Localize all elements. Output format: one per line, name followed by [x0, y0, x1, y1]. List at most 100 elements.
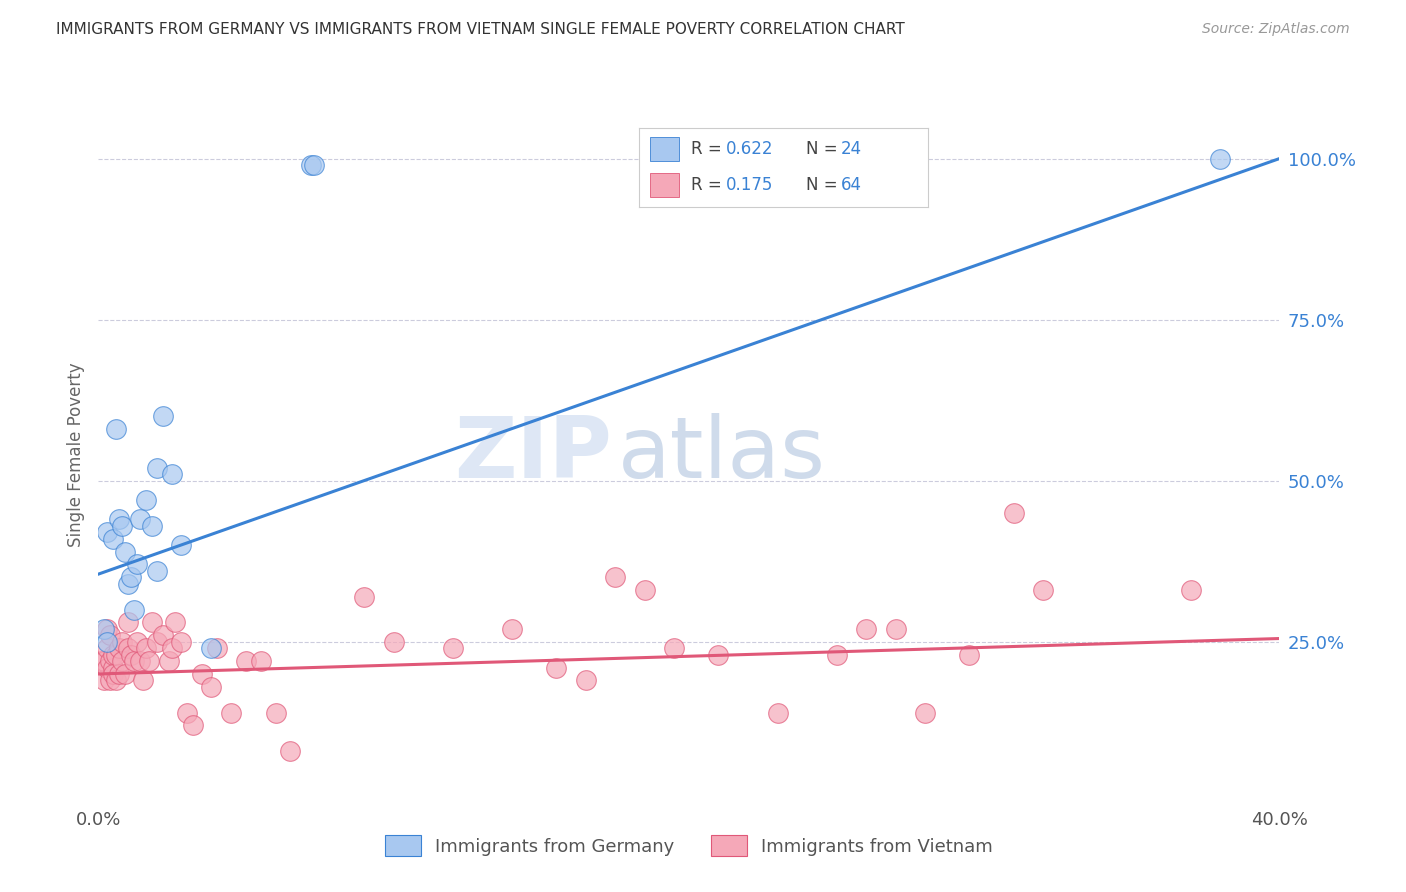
Point: [125, 558, 148, 572]
Text: 24: 24: [841, 140, 862, 158]
Y-axis label: Single Female Poverty: Single Female Poverty: [66, 363, 84, 547]
Text: 64: 64: [841, 177, 862, 194]
Point: [103, 660, 125, 674]
Point: [634, 583, 657, 598]
Point: [98, 673, 121, 688]
Point: [441, 641, 464, 656]
Point: [114, 544, 136, 558]
Point: [170, 538, 193, 552]
Point: [108, 667, 131, 681]
Point: [1180, 583, 1202, 598]
Point: [575, 673, 598, 688]
Text: N =: N =: [806, 177, 844, 194]
Point: [111, 518, 134, 533]
Point: [103, 667, 125, 681]
Point: [914, 706, 936, 720]
Point: [128, 512, 150, 526]
Point: [132, 673, 155, 688]
Point: [103, 532, 125, 546]
Point: [122, 602, 145, 616]
Point: [353, 590, 375, 604]
Bar: [651, 137, 679, 161]
Point: [382, 634, 405, 648]
Point: [120, 648, 142, 662]
Point: [117, 641, 139, 656]
Text: Source: ZipAtlas.com: Source: ZipAtlas.com: [1202, 22, 1350, 37]
Point: [125, 634, 148, 648]
Point: [162, 641, 183, 656]
Point: [120, 570, 142, 584]
Point: [200, 641, 222, 656]
Point: [280, 744, 302, 758]
Point: [105, 648, 128, 662]
Text: 0.175: 0.175: [725, 177, 773, 194]
Point: [200, 680, 222, 694]
Point: [114, 667, 136, 681]
Point: [264, 706, 287, 720]
Point: [959, 648, 981, 662]
Point: [117, 576, 139, 591]
Point: [111, 654, 134, 668]
Point: [855, 622, 877, 636]
Point: [141, 518, 163, 533]
Point: [250, 654, 273, 668]
Point: [96, 525, 118, 540]
Point: [825, 648, 848, 662]
Text: 0.622: 0.622: [725, 140, 773, 158]
Point: [96, 622, 118, 636]
Point: [96, 660, 118, 674]
Point: [108, 512, 131, 526]
Point: [235, 654, 257, 668]
Point: [141, 615, 163, 630]
Point: [146, 460, 169, 475]
Text: R =: R =: [690, 177, 727, 194]
Point: [302, 158, 325, 172]
Point: [664, 641, 686, 656]
Point: [90, 654, 112, 668]
Point: [138, 654, 160, 668]
Point: [1032, 583, 1054, 598]
Point: [152, 628, 174, 642]
Point: [170, 634, 193, 648]
Point: [105, 422, 128, 436]
Legend: Immigrants from Germany, Immigrants from Vietnam: Immigrants from Germany, Immigrants from…: [378, 828, 1000, 863]
Point: [605, 570, 627, 584]
Point: [93, 673, 115, 688]
Point: [221, 706, 243, 720]
Point: [108, 641, 131, 656]
Point: [146, 564, 169, 578]
Point: [93, 622, 115, 636]
Point: [176, 706, 198, 720]
Point: [1002, 506, 1025, 520]
Point: [135, 493, 157, 508]
Point: [93, 654, 115, 668]
Text: R =: R =: [690, 140, 727, 158]
Point: [707, 648, 730, 662]
Point: [111, 634, 134, 648]
Point: [96, 634, 118, 648]
Point: [96, 641, 118, 656]
Point: [146, 634, 169, 648]
Point: [766, 706, 789, 720]
Text: IMMIGRANTS FROM GERMANY VS IMMIGRANTS FROM VIETNAM SINGLE FEMALE POVERTY CORRELA: IMMIGRANTS FROM GERMANY VS IMMIGRANTS FR…: [56, 22, 905, 37]
Text: N =: N =: [806, 140, 844, 158]
Text: ZIP: ZIP: [454, 413, 612, 497]
Bar: [651, 173, 679, 197]
Point: [135, 641, 157, 656]
Point: [205, 641, 228, 656]
Point: [501, 622, 523, 636]
Point: [98, 654, 121, 668]
Point: [103, 648, 125, 662]
Point: [546, 660, 568, 674]
Point: [181, 718, 204, 732]
Point: [122, 654, 145, 668]
Point: [152, 409, 174, 424]
Point: [299, 158, 322, 172]
Point: [884, 622, 907, 636]
Point: [162, 467, 183, 482]
Point: [98, 628, 121, 642]
Point: [165, 615, 187, 630]
Point: [128, 654, 150, 668]
Point: [157, 654, 180, 668]
Point: [105, 673, 128, 688]
